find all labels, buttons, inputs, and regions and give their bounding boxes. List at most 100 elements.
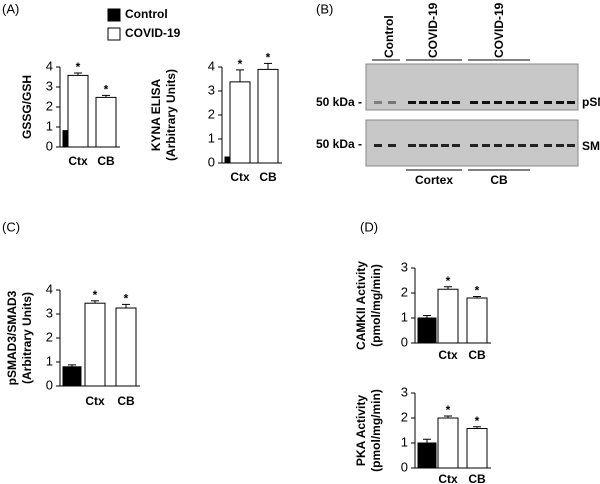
bar bbox=[466, 428, 488, 469]
blot: Control COVID-19 COVID-19 50 kDa - 50 kD… bbox=[316, 2, 600, 187]
y-axis-label: (Arbitrary Units) bbox=[20, 292, 34, 384]
y-tick-label: 3 bbox=[208, 82, 215, 97]
band bbox=[544, 144, 552, 147]
y-tick-label: 1 bbox=[401, 434, 408, 449]
significance: * bbox=[104, 83, 109, 97]
y-tick-label: 4 bbox=[46, 58, 53, 73]
significance: * bbox=[93, 288, 98, 302]
bar bbox=[437, 288, 459, 344]
row-label: SMAD3 bbox=[582, 139, 600, 153]
lane-label: Control bbox=[382, 15, 396, 58]
x-tick-label: Ctx bbox=[85, 394, 105, 408]
x-tick-label: CB bbox=[468, 348, 486, 362]
band bbox=[388, 101, 396, 104]
band bbox=[567, 144, 575, 147]
significance: * bbox=[475, 414, 480, 428]
band bbox=[470, 144, 478, 147]
x-tick-label: CB bbox=[117, 394, 135, 408]
significance: * bbox=[475, 284, 480, 298]
band bbox=[567, 101, 575, 104]
band bbox=[506, 101, 514, 104]
band bbox=[374, 144, 382, 147]
y-tick-label: 0 bbox=[46, 377, 53, 392]
band bbox=[419, 144, 427, 147]
band bbox=[388, 144, 396, 147]
y-tick-label: 4 bbox=[208, 58, 215, 73]
lane-label: COVID-19 bbox=[492, 2, 506, 58]
bar bbox=[417, 317, 437, 344]
band bbox=[544, 101, 552, 104]
bar bbox=[115, 307, 137, 387]
legend-label: Control bbox=[125, 7, 168, 21]
y-tick-label: 3 bbox=[46, 78, 53, 93]
significance: * bbox=[76, 60, 81, 74]
y-axis-label: KYNA ELISA bbox=[149, 79, 163, 152]
panel-label: (D) bbox=[360, 219, 378, 234]
band bbox=[518, 144, 526, 147]
band bbox=[506, 144, 514, 147]
band bbox=[530, 101, 538, 104]
band bbox=[452, 101, 460, 104]
band bbox=[482, 101, 490, 104]
x-tick-label: CB bbox=[97, 154, 115, 168]
x-tick-label: Ctx bbox=[230, 170, 250, 184]
y-axis-label: (Arbitrary Units) bbox=[164, 69, 178, 161]
y-tick-label: 0 bbox=[208, 154, 215, 169]
blot-strip bbox=[365, 119, 579, 167]
band bbox=[518, 101, 526, 104]
y-tick-label: 3 bbox=[46, 305, 53, 320]
y-tick-label: 4 bbox=[46, 281, 53, 296]
bar bbox=[437, 417, 459, 469]
band bbox=[419, 101, 427, 104]
y-axis-label: CAMKII Activity bbox=[354, 261, 368, 350]
band bbox=[530, 144, 538, 147]
y-axis-label: GSSG/GSH bbox=[20, 75, 34, 139]
bands bbox=[374, 101, 575, 147]
significance: * bbox=[266, 51, 271, 65]
x-tick-label: Ctx bbox=[438, 472, 458, 484]
y-tick-label: 2 bbox=[401, 409, 408, 424]
y-tick-label: 1 bbox=[401, 309, 408, 324]
y-tick-label: 3 bbox=[401, 259, 408, 274]
significance: * bbox=[446, 403, 451, 417]
group-label: CB bbox=[490, 173, 508, 187]
panel-label: (B) bbox=[316, 1, 333, 16]
legend-swatch bbox=[107, 8, 121, 22]
band bbox=[408, 144, 416, 147]
y-axis-label: (pmol/mg/min) bbox=[369, 389, 383, 472]
y-tick-label: 2 bbox=[208, 106, 215, 121]
y-tick-label: 2 bbox=[46, 329, 53, 344]
y-tick-label: 1 bbox=[208, 130, 215, 145]
band bbox=[494, 144, 502, 147]
panel-label: (C) bbox=[2, 219, 20, 234]
bar bbox=[466, 297, 488, 344]
band bbox=[482, 144, 490, 147]
significance: * bbox=[124, 292, 129, 306]
band bbox=[374, 101, 382, 104]
bar bbox=[67, 74, 89, 148]
band bbox=[470, 101, 478, 104]
bar bbox=[62, 366, 82, 387]
band bbox=[430, 144, 438, 147]
legend-label: COVID-19 bbox=[125, 26, 181, 40]
y-tick-label: 1 bbox=[46, 118, 53, 133]
y-tick-label: 2 bbox=[46, 98, 53, 113]
bar bbox=[95, 96, 117, 148]
y-tick-label: 2 bbox=[401, 284, 408, 299]
x-tick-label: Ctx bbox=[68, 154, 88, 168]
legend-swatch bbox=[107, 27, 121, 41]
significance: * bbox=[238, 57, 243, 71]
bar bbox=[257, 68, 279, 164]
y-axis-label: (pmol/mg/min) bbox=[369, 264, 383, 347]
marker: 50 kDa - bbox=[316, 137, 362, 151]
x-tick-label: Ctx bbox=[438, 348, 458, 362]
group-label: Cortex bbox=[415, 173, 453, 187]
band bbox=[556, 144, 564, 147]
band bbox=[441, 101, 449, 104]
lane-label: COVID-19 bbox=[426, 2, 440, 58]
bar bbox=[417, 442, 437, 469]
y-axis-label: PKA Activity bbox=[354, 395, 368, 466]
y-axis-label: pSMAD3/SMAD3 bbox=[5, 290, 19, 385]
